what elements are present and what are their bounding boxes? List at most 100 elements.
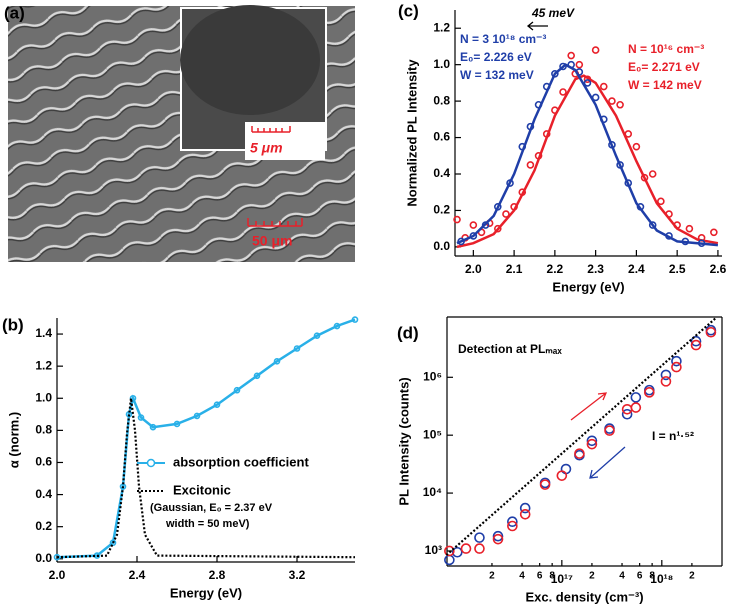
y-tick-label: 1.0 bbox=[433, 57, 450, 71]
data-point bbox=[556, 470, 568, 481]
y-tick-label: 0.8 bbox=[433, 93, 450, 107]
x-tick-label: 2.0 bbox=[49, 568, 66, 582]
data-point bbox=[539, 479, 551, 490]
data-point bbox=[233, 386, 241, 394]
data-point bbox=[574, 448, 585, 459]
x-tick-label: 3.2 bbox=[289, 568, 306, 582]
data-point bbox=[657, 197, 665, 206]
x-tick-label: 10¹⁸ bbox=[650, 572, 673, 586]
x-axis-label: Energy (eV) bbox=[170, 585, 242, 600]
x-tick-label: 2.6 bbox=[710, 262, 727, 276]
data-point bbox=[481, 221, 490, 229]
x-tick-label: 2.4 bbox=[628, 262, 645, 276]
data-point bbox=[492, 533, 504, 545]
annotation: E₀= 2.226 eV bbox=[460, 50, 532, 64]
data-point bbox=[599, 82, 608, 91]
data-point bbox=[453, 215, 461, 224]
y-tick-label: 1.0 bbox=[35, 390, 52, 404]
x-tick-label: 2.5 bbox=[669, 262, 686, 276]
data-point bbox=[502, 210, 510, 218]
data-point bbox=[567, 51, 575, 60]
data-point bbox=[685, 224, 694, 233]
data-point bbox=[604, 425, 615, 436]
panel-label: (d) bbox=[397, 323, 419, 342]
data-point bbox=[53, 553, 61, 561]
up-arrow bbox=[570, 392, 608, 421]
y-tick-label: 1.2 bbox=[35, 358, 52, 372]
x-tick-label: 4 bbox=[519, 571, 525, 582]
data-point bbox=[460, 543, 472, 554]
x-tick-label: 6 bbox=[537, 571, 543, 582]
data-point bbox=[526, 161, 535, 169]
scale-bar bbox=[247, 218, 303, 227]
data-point bbox=[444, 545, 455, 557]
data-point bbox=[690, 339, 702, 351]
y-tick-label: 10³ bbox=[425, 543, 442, 557]
data-point bbox=[621, 408, 633, 420]
data-point bbox=[710, 228, 718, 237]
x-tick-label: 2.0 bbox=[465, 262, 482, 276]
y-tick-label: 0.6 bbox=[433, 130, 450, 144]
data-point bbox=[474, 532, 485, 543]
y-tick-label: 0.4 bbox=[433, 166, 450, 180]
y-tick-label: 0.2 bbox=[433, 203, 450, 217]
y-tick-label: 0.2 bbox=[35, 519, 52, 533]
data-point bbox=[173, 420, 181, 428]
x-tick-label: 2.1 bbox=[506, 262, 523, 276]
data-point bbox=[648, 221, 657, 229]
data-point bbox=[690, 335, 702, 347]
scale-label: 50 μm bbox=[252, 233, 292, 249]
data-point bbox=[444, 554, 455, 566]
data-point bbox=[671, 355, 682, 367]
data-point bbox=[313, 332, 321, 339]
data-point bbox=[559, 88, 567, 96]
panel-label: (c) bbox=[398, 1, 419, 20]
x-tick-label: 2.8 bbox=[209, 568, 226, 582]
data-point bbox=[575, 60, 584, 69]
data-point bbox=[293, 345, 301, 352]
data-point bbox=[632, 142, 641, 151]
x-tick-label: 2 bbox=[589, 571, 595, 582]
data-point bbox=[660, 369, 672, 381]
y-axis-label: Normalized PL Intensity bbox=[404, 59, 419, 207]
x-tick-label: 10¹⁷ bbox=[551, 572, 573, 586]
legend-marker bbox=[146, 458, 156, 468]
series-line bbox=[456, 63, 719, 247]
data-point bbox=[671, 361, 682, 373]
data-point bbox=[591, 46, 600, 54]
data-point bbox=[644, 387, 655, 398]
data-point bbox=[474, 543, 485, 554]
data-point bbox=[616, 100, 624, 109]
sem-image: 5 μm 50 μm (a) bbox=[4, 3, 355, 262]
annotation: E₀= 2.271 eV bbox=[628, 60, 700, 74]
shift-arrow bbox=[526, 21, 548, 31]
data-point bbox=[586, 435, 598, 447]
annotation: W = 132 meV bbox=[460, 68, 534, 82]
panel-label: (b) bbox=[2, 315, 24, 334]
data-point bbox=[193, 412, 201, 420]
legend-label: absorption coefficient bbox=[173, 454, 309, 469]
data-point bbox=[560, 463, 572, 475]
series-line bbox=[456, 74, 719, 249]
legend-label: Excitonic bbox=[173, 482, 231, 497]
data-point bbox=[273, 358, 281, 365]
y-axis-label: PL Intensity (counts) bbox=[396, 377, 411, 505]
data-point bbox=[492, 530, 504, 542]
inset-scale-label: 5 μm bbox=[250, 140, 283, 156]
x-tick-label: 4 bbox=[619, 571, 625, 582]
data-point bbox=[149, 423, 157, 431]
data-point bbox=[333, 322, 341, 330]
x-tick-label: 2 bbox=[489, 571, 495, 582]
data-point bbox=[129, 394, 137, 402]
data-point bbox=[507, 516, 518, 528]
data-point bbox=[660, 376, 672, 387]
inset-pore bbox=[180, 5, 320, 115]
x-tick-label: 2.4 bbox=[129, 568, 146, 582]
y-tick-label: 0.8 bbox=[35, 423, 52, 437]
x-axis-label: Exc. density (cm⁻³) bbox=[525, 589, 643, 604]
data-point bbox=[494, 224, 502, 233]
x-tick-label: 2 bbox=[689, 571, 695, 582]
x-tick-label: 2.3 bbox=[587, 262, 604, 276]
data-point bbox=[608, 97, 616, 105]
y-tick-label: 10⁴ bbox=[423, 485, 442, 499]
